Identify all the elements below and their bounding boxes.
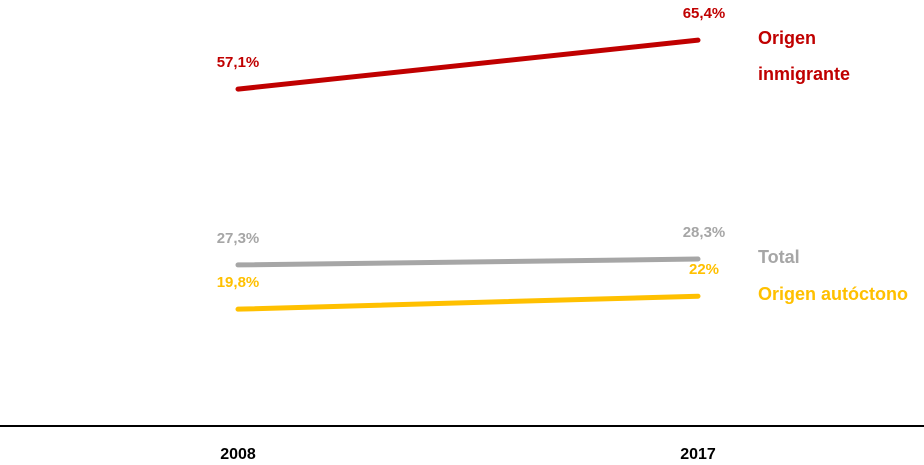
data-label: 28,3%	[683, 224, 726, 241]
data-label: 19,8%	[217, 274, 260, 291]
data-label: 65,4%	[683, 5, 726, 22]
data-label: 57,1%	[217, 54, 260, 71]
data-label: 27,3%	[217, 230, 260, 247]
data-label: 22%	[689, 261, 719, 278]
legend-label: Origen autóctono	[758, 284, 908, 305]
series-line	[235, 37, 701, 92]
series-line	[235, 256, 701, 268]
x-tick-label: 2008	[220, 446, 256, 463]
x-tick-label: 2017	[680, 446, 716, 463]
legend-label: Origen inmigrante	[758, 28, 851, 85]
series-line	[235, 293, 701, 312]
legend-label: Total	[758, 247, 800, 268]
